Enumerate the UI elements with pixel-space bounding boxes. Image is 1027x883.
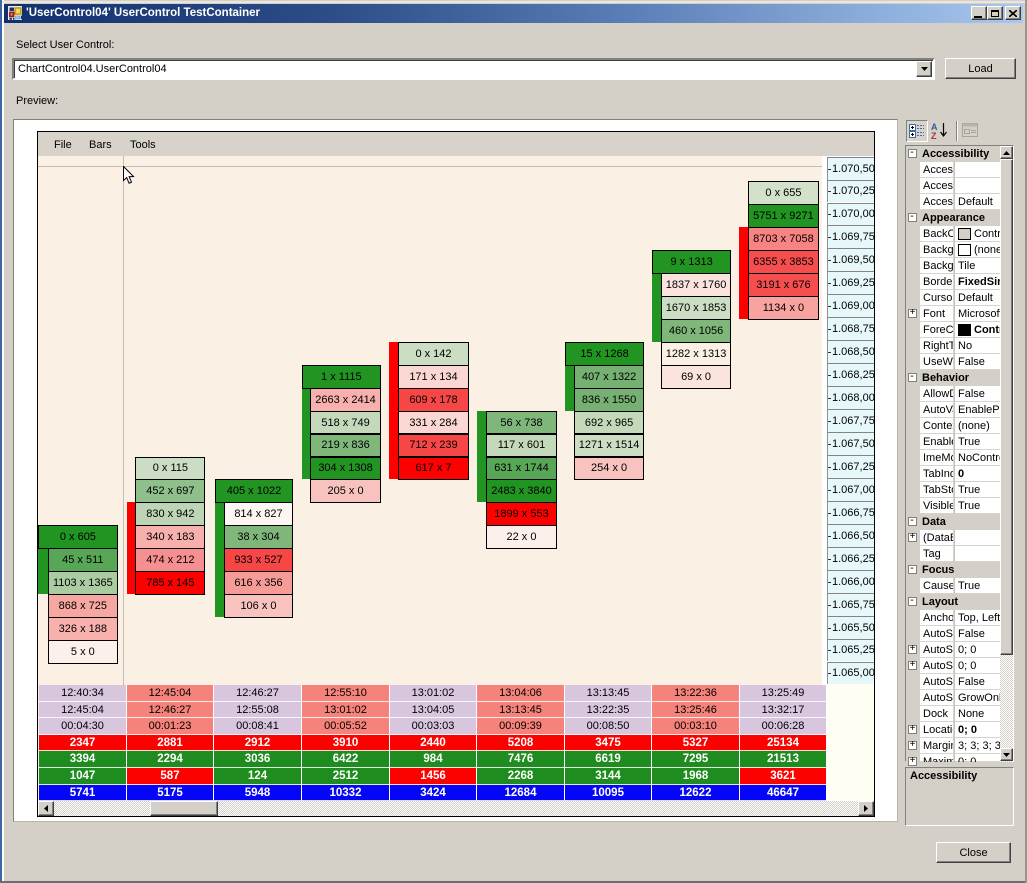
svg-text:Z: Z [931, 131, 937, 140]
svg-text:A: A [931, 122, 938, 132]
